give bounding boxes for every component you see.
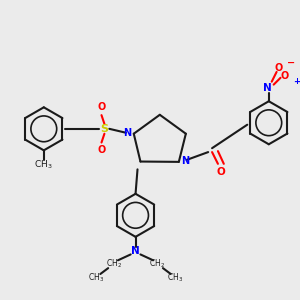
Text: O: O [217, 167, 225, 177]
Text: N: N [263, 82, 272, 93]
Text: CH$_3$: CH$_3$ [34, 159, 53, 171]
Text: CH$_2$: CH$_2$ [149, 258, 165, 271]
Text: CH$_3$: CH$_3$ [167, 272, 183, 284]
Text: +: + [293, 77, 300, 86]
Text: −: − [287, 58, 295, 68]
Text: O: O [98, 145, 106, 155]
Text: CH$_2$: CH$_2$ [106, 258, 122, 271]
Text: O: O [274, 63, 283, 73]
Text: N: N [131, 245, 140, 256]
Text: O: O [98, 102, 106, 112]
Text: N: N [182, 156, 190, 166]
Text: S: S [100, 124, 108, 134]
Text: N: N [123, 128, 131, 138]
Text: O: O [280, 71, 289, 81]
Text: CH$_3$: CH$_3$ [88, 272, 104, 284]
